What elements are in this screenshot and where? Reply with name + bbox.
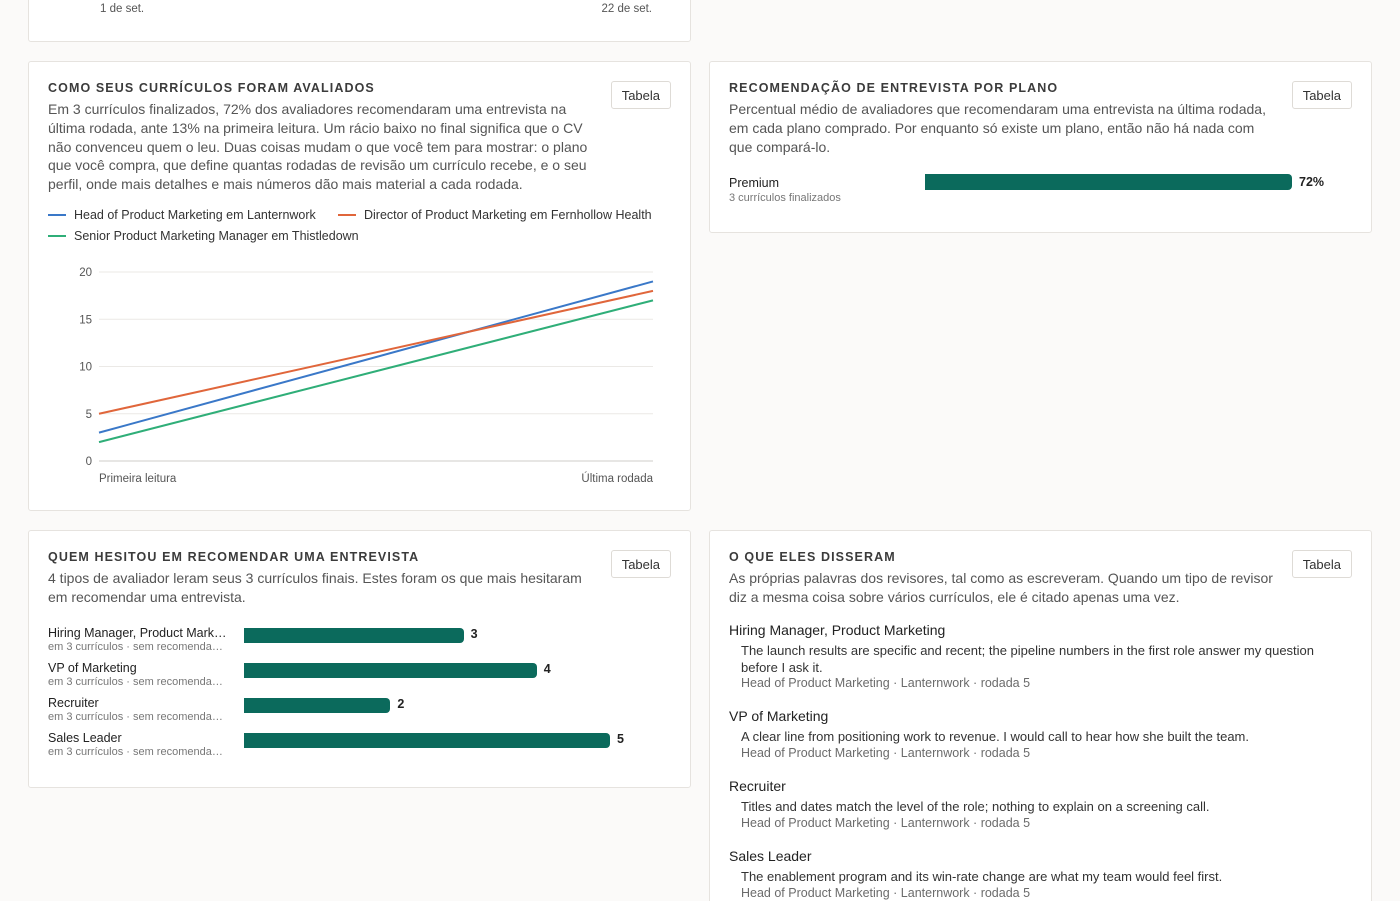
legend-item: Director of Product Marketing em Fernhol… — [338, 208, 652, 222]
legend-label: Director of Product Marketing em Fernhol… — [364, 208, 652, 222]
quote-text: The enablement program and its win-rate … — [741, 869, 1223, 884]
quote-text: A clear line from positioning work to re… — [741, 729, 1249, 744]
y-tick-label: 15 — [79, 314, 92, 326]
plan-sublabel: 3 currículos finalizados — [729, 192, 841, 204]
bar-sublabel: em 3 currículos · sem recomendação — [48, 641, 228, 653]
quote-source: Head of Product Marketing · Lanternwork … — [741, 746, 1031, 760]
series-line — [98, 289, 654, 415]
bar-label: Sales Leader — [48, 731, 122, 745]
evaluated-card: Como seus currículos foram avaliados Tab… — [28, 61, 691, 511]
quote-source: Head of Product Marketing · Lanternwork … — [741, 676, 1031, 690]
hesitation-row: Recruiter em 3 currículos · sem recomenda… — [48, 696, 671, 728]
quote-reviewer: Recruiter — [729, 778, 786, 794]
table-button[interactable]: Tabela — [610, 550, 671, 578]
quote-text: Titles and dates match the level of the … — [741, 799, 1210, 814]
x-axis-end-label: 22 de set. — [601, 3, 652, 15]
legend-swatch — [48, 235, 66, 237]
bar-sublabel: em 3 currículos · sem recomendação — [48, 746, 228, 758]
bar — [244, 698, 391, 713]
hesitation-row: Sales Leader em 3 currículos · sem recome… — [48, 731, 671, 763]
plan-label: Premium — [729, 176, 780, 190]
hesitation-row: VP of Marketing em 3 currículos · sem rec… — [48, 661, 671, 693]
top-chart-card: 1 de set. 22 de set. — [28, 0, 691, 42]
card-description: As próprias palavras dos revisores, tal … — [729, 570, 1273, 605]
quote-source: Head of Product Marketing · Lanternwork … — [741, 816, 1031, 830]
bar-sublabel: em 3 currículos · sem recomendação — [48, 676, 228, 688]
card-description: 4 tipos de avaliador leram seus 3 curríc… — [48, 570, 582, 605]
legend-swatch — [338, 214, 356, 216]
bar-value-label: 3 — [470, 627, 478, 641]
bar-label: Hiring Manager, Product Marketing — [48, 626, 228, 640]
plan-bar — [925, 174, 1292, 190]
y-tick-label: 20 — [79, 267, 92, 279]
legend-label: Senior Product Marketing Manager em This… — [74, 229, 359, 243]
series-line — [98, 280, 654, 434]
bar — [244, 663, 537, 678]
bar-value-label: 5 — [617, 732, 624, 746]
hesitation-row: Hiring Manager, Product Marketing em 3 cu… — [48, 626, 671, 658]
card-title: O que eles disseram — [729, 550, 896, 564]
bar-label: Recruiter — [48, 696, 99, 710]
bar — [244, 733, 610, 748]
quotes-card: O que eles disseram Tabela As próprias p… — [709, 530, 1372, 901]
hesitated-card: Quem hesitou em recomendar uma entrevist… — [28, 530, 691, 788]
legend-item: Head of Product Marketing em Lanternwork — [48, 208, 316, 222]
x-tick-label: Primeira leitura — [99, 473, 177, 485]
card-title: Recomendação de entrevista por plano — [729, 81, 1059, 95]
card-title: Como seus currículos foram avaliados — [48, 81, 375, 95]
table-button[interactable]: Tabela — [1291, 550, 1352, 578]
x-axis-start-label: 1 de set. — [100, 3, 145, 15]
y-tick-label: 10 — [79, 362, 92, 374]
bar-value-label: 4 — [543, 662, 551, 676]
card-description: Em 3 currículos finalizados, 72% dos ava… — [48, 101, 588, 193]
bar-sublabel: em 3 currículos · sem recomendação — [48, 711, 228, 723]
bar-value-label: 2 — [397, 697, 405, 711]
quote-text: The launch results are specific and rece… — [741, 643, 1315, 675]
quote-reviewer: Sales Leader — [729, 848, 812, 864]
plan-card: Recomendação de entrevista por plano Tab… — [709, 61, 1372, 233]
legend-swatch — [48, 214, 66, 216]
table-button[interactable]: Tabela — [610, 81, 671, 109]
quote-reviewer: VP of Marketing — [729, 708, 829, 724]
plan-value-label: 72% — [1299, 175, 1325, 189]
y-tick-label: 5 — [86, 409, 92, 421]
legend-label: Head of Product Marketing em Lanternwork — [74, 208, 316, 222]
quote-source: Head of Product Marketing · Lanternwork … — [741, 886, 1031, 900]
bar-label: VP of Marketing — [48, 661, 137, 675]
series-line — [98, 299, 654, 444]
legend-item: Senior Product Marketing Manager em This… — [48, 229, 359, 243]
card-title: Quem hesitou em recomendar uma entrevist… — [48, 550, 420, 564]
table-button[interactable]: Tabela — [1291, 81, 1352, 109]
y-tick-label: 0 — [86, 456, 92, 468]
x-tick-label: Última rodada — [581, 472, 653, 485]
bar — [244, 628, 464, 643]
card-description: Percentual médio de avaliadores que reco… — [729, 101, 1266, 155]
quote-reviewer: Hiring Manager, Product Marketing — [729, 622, 946, 638]
line-chart: 0 5 10 15 20 Primeira leitura Última rodada — [79, 267, 654, 485]
